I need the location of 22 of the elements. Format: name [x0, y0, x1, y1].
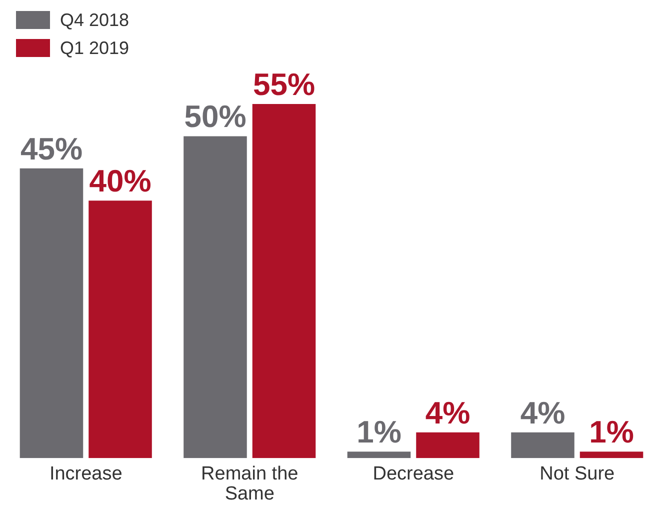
x-tick-label: Remain the Same — [201, 463, 298, 504]
data-label: 45% — [20, 131, 83, 166]
data-label: 40% — [89, 164, 152, 199]
bar — [184, 136, 247, 458]
x-tick-label: Decrease — [372, 463, 454, 484]
bar — [252, 104, 316, 458]
data-label: 1% — [589, 414, 634, 450]
x-tick-label: Increase — [49, 463, 122, 484]
legend-label: Q1 2019 — [60, 38, 130, 58]
data-label: 4% — [520, 395, 566, 430]
bar — [416, 432, 480, 458]
bar — [347, 452, 411, 458]
bar — [20, 168, 84, 458]
data-label: 55% — [252, 67, 316, 102]
bar — [580, 452, 644, 458]
data-label: 1% — [356, 414, 402, 450]
bar — [88, 200, 152, 458]
bar — [511, 432, 574, 458]
legend-label: Q4 2018 — [60, 10, 130, 30]
x-tick-label: Not Sure — [540, 463, 615, 484]
data-label: 50% — [184, 99, 246, 134]
data-label: 4% — [425, 395, 470, 430]
